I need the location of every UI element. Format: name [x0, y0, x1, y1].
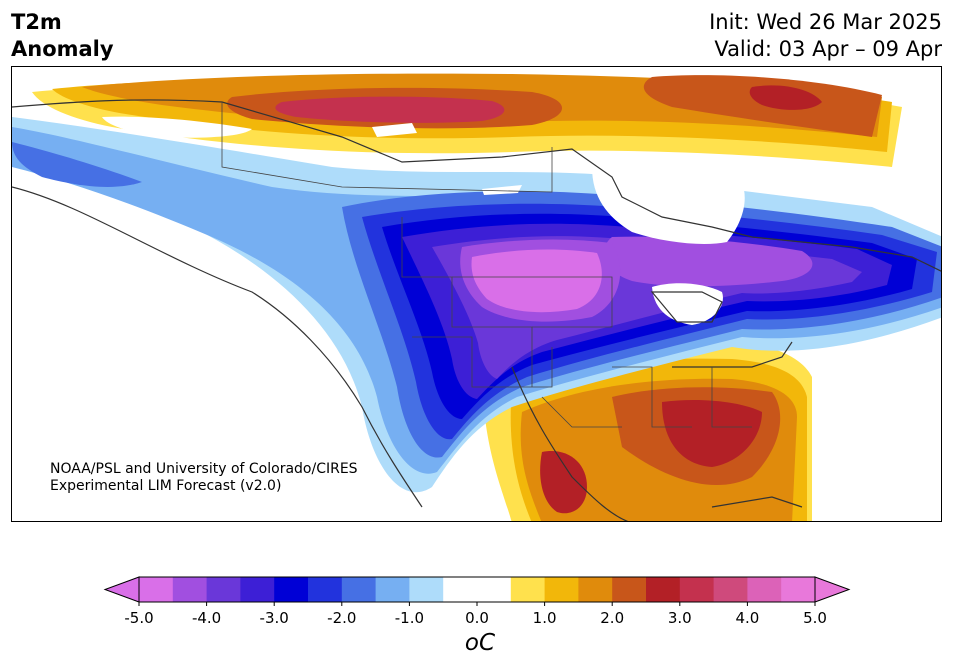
colorbar-swatch — [747, 577, 782, 602]
colorbar-unit: oC — [464, 630, 496, 656]
credit-line-2: Experimental LIM Forecast (v2.0) — [50, 478, 282, 494]
political-borders — [221, 102, 752, 428]
coastlines — [12, 99, 941, 521]
colorbar-tick-label: 3.0 — [668, 609, 692, 627]
colorbar-tick-label: 5.0 — [803, 609, 827, 627]
colorbar-tick-label: 1.0 — [533, 609, 557, 627]
colorbar-tick-label: -5.0 — [124, 609, 153, 627]
colorbar-swatch — [375, 577, 410, 602]
title-line-2: Anomaly — [11, 37, 114, 61]
forecast-dates: Init: Wed 26 Mar 2025 Valid: 03 Apr – 09… — [709, 9, 942, 63]
title-line-1: T2m — [11, 10, 62, 34]
colorbar-tick-label: -2.0 — [327, 609, 356, 627]
map-canvas — [12, 73, 941, 521]
init-date: Init: Wed 26 Mar 2025 — [709, 10, 942, 34]
colorbar-swatch — [781, 577, 816, 602]
colorbar-tick-label: -1.0 — [395, 609, 424, 627]
credit-text: NOAA/PSL and University of Colorado/CIRE… — [50, 461, 358, 495]
colorbar-swatch — [409, 577, 444, 602]
colorbar-tick-label: 2.0 — [600, 609, 624, 627]
colorbar-swatch — [274, 577, 309, 602]
colorbar-swatch — [172, 577, 208, 602]
colorbar-swatch — [308, 577, 343, 602]
colorbar-over-extend — [814, 576, 851, 603]
warm-anomaly-region — [32, 73, 902, 521]
valid-range: Valid: 03 Apr – 09 Apr — [714, 37, 942, 61]
colorbar-swatch — [206, 577, 241, 602]
colorbar-swatch — [612, 577, 647, 602]
colorbar-tick-label: 0.0 — [465, 609, 489, 627]
colorbar-tick-label: 4.0 — [735, 609, 759, 627]
colorbar-swatch — [477, 577, 512, 602]
colorbar-swatch — [713, 577, 748, 602]
colorbar-swatch — [646, 577, 681, 602]
colorbar-swatch — [544, 577, 579, 602]
colorbar-tick-label: -4.0 — [192, 609, 221, 627]
colorbar-under-extend — [103, 576, 140, 603]
colorbar-swatch — [341, 577, 377, 602]
colorbar-swatch — [679, 577, 715, 602]
colorbar-swatch — [578, 577, 613, 602]
colorbar-swatch — [443, 577, 478, 602]
colorbar-swatch — [139, 577, 174, 602]
map-title: T2m Anomaly — [11, 9, 114, 63]
colorbar-swatch — [240, 577, 275, 602]
credit-line-1: NOAA/PSL and University of Colorado/CIRE… — [50, 461, 358, 477]
colorbar-swatch — [510, 577, 546, 602]
anomaly-map: NOAA/PSL and University of Colorado/CIRE… — [11, 66, 942, 522]
colorbar-tick-label: -3.0 — [260, 609, 289, 627]
